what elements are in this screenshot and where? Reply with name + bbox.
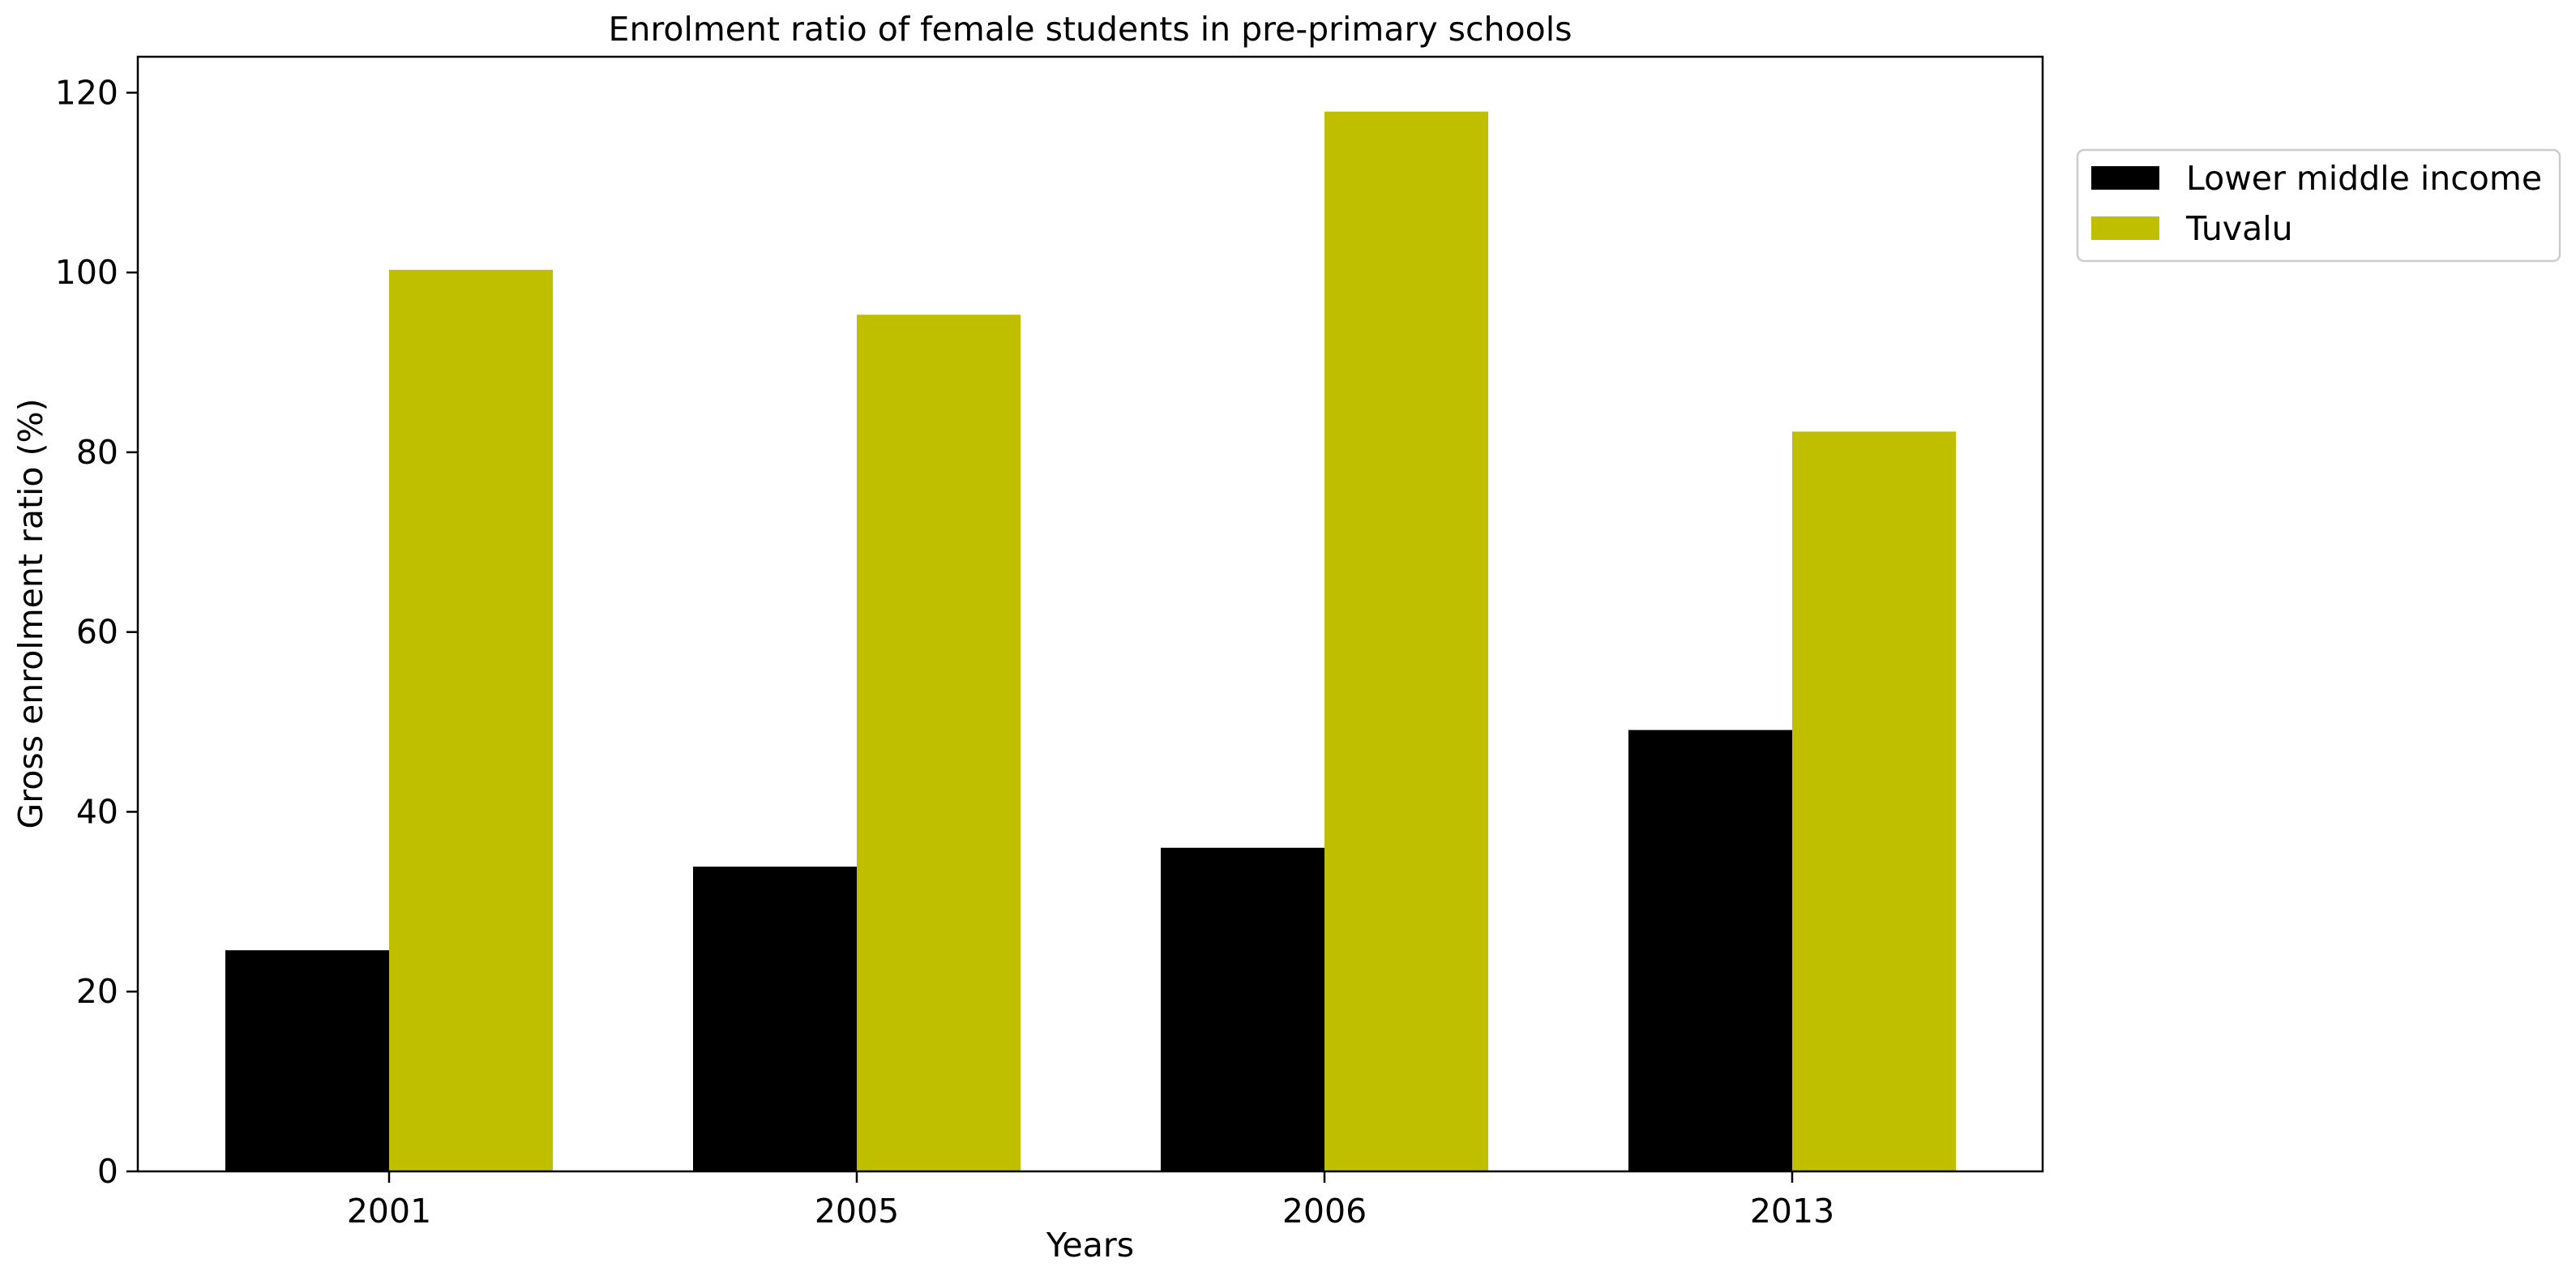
bar-lower-middle-income-2006 (1161, 847, 1324, 1171)
legend-frame (2076, 148, 2561, 263)
legend-swatch-tuvalu (2091, 216, 2159, 240)
y-axis-label: Gross enrolment ratio (%) (11, 399, 50, 829)
y-tick-label-0: 0 (97, 1152, 118, 1191)
x-tick-label-2006: 2006 (1282, 1192, 1367, 1231)
chart-title: Enrolment ratio of female students in pr… (609, 10, 1573, 49)
y-tick-label-80: 80 (76, 433, 118, 472)
legend-label-tuvalu: Tuvalu (2185, 209, 2293, 248)
bars-layer (225, 111, 1956, 1172)
bar-lower-middle-income-2013 (1628, 730, 1792, 1171)
x-tick-label-2001: 2001 (347, 1192, 431, 1231)
legend-label-lower-middle-income: Lower middle income (2186, 159, 2542, 198)
x-axis-label: Years (1046, 1226, 1134, 1265)
y-tick-label-120: 120 (55, 73, 118, 112)
y-axis: 0 20 40 60 80 100 120 (55, 73, 138, 1191)
bar-tuvalu-2013 (1792, 431, 1956, 1171)
y-tick-label-20: 20 (76, 972, 118, 1011)
legend-swatch-lower-middle-income (2091, 166, 2159, 190)
legend: Lower middle income Tuvalu (2076, 148, 2561, 263)
x-tick-label-2013: 2013 (1750, 1192, 1834, 1231)
x-tick-label-2005: 2005 (815, 1192, 899, 1231)
x-axis: 2001 2005 2006 2013 (347, 1171, 1834, 1231)
bar-lower-middle-income-2005 (693, 867, 857, 1171)
y-tick-label-100: 100 (55, 253, 118, 292)
y-tick-label-60: 60 (76, 613, 118, 652)
plot-frame (136, 55, 2044, 1173)
bar-tuvalu-2005 (857, 315, 1021, 1171)
bar-tuvalu-2006 (1324, 111, 1488, 1172)
bar-lower-middle-income-2001 (225, 950, 389, 1171)
bar-tuvalu-2001 (389, 269, 553, 1171)
y-tick-label-40: 40 (76, 792, 118, 831)
